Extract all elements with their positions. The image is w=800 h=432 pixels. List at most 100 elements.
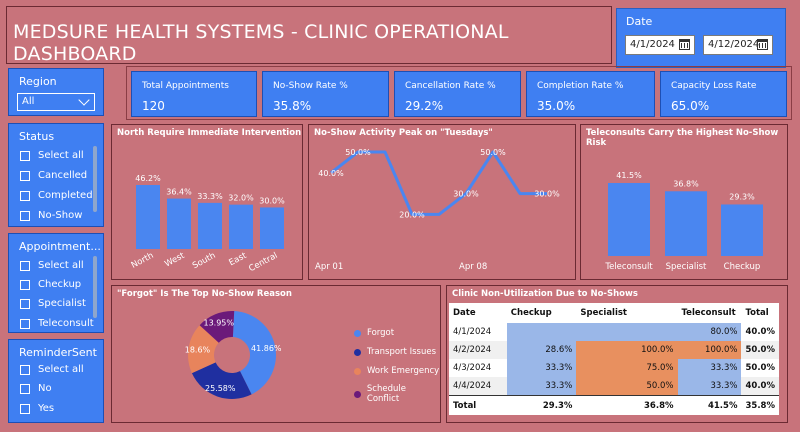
table-row[interactable]: 4/2/2024 28.6% 100.0% 100.0% 50.0% [449,341,779,359]
region-dropdown[interactable]: All [17,93,95,111]
legend-transport-issues[interactable]: Transport Issues [354,347,436,357]
legend-schedule-conflict[interactable]: Schedule Conflict [354,384,440,404]
legend-forgot[interactable]: Forgot [354,328,394,338]
column-header[interactable]: Checkup [506,303,577,323]
checkbox[interactable] [20,318,30,329]
appointment-option-checkup[interactable]: Checkup [20,279,81,290]
option-label: Checkup [38,279,82,290]
kpi-value: 35.0% [537,99,576,113]
option-label: Select all [38,260,84,271]
option-label: No [38,383,52,394]
chart-title: Clinic Non-Utilization Due to No-Shows [452,289,638,299]
status-option-completed[interactable]: Completed [20,190,93,201]
checkbox[interactable] [20,298,30,309]
data-label: 36.4% [166,188,192,197]
checkbox[interactable] [20,210,30,221]
checkbox[interactable] [20,150,30,161]
checkbox[interactable] [20,383,30,394]
x-tick-label: Apr 08 [459,262,487,272]
legend-dot [354,348,361,356]
status-option-no-show[interactable]: No-Show [20,210,82,221]
reminder-option-yes[interactable]: Yes [20,403,54,414]
legend-dot [354,329,361,337]
data-label: 50.0% [345,148,371,157]
checkbox[interactable] [20,364,30,375]
category-label: North [130,251,156,271]
end-date-value: 4/12/2024 [708,39,760,50]
table-cell: 100.0% [576,341,678,359]
status-scrollbar[interactable] [93,146,97,212]
non-utilization-table: Date Checkup Specialist Teleconsult Tota… [449,303,779,417]
category-label: Checkup [724,262,761,272]
option-label: No-Show [38,210,83,221]
appointment-scrollbar[interactable] [93,256,97,318]
weekday-line-chart: No-Show Activity Peak on "Tuesdays" 40.0… [308,124,576,280]
column-header[interactable]: Date [449,303,507,323]
kpi-label: Completion Rate % [537,81,624,91]
appointment-option-select-all[interactable]: Select all [20,260,84,271]
kpi-value: 120 [142,99,165,113]
data-label: 29.3% [729,192,755,201]
table-cell: 33.3% [506,359,577,377]
table-row[interactable]: 4/1/2024 80.0% 40.0% [449,323,779,341]
checkbox[interactable] [20,260,30,271]
kpi-value: 29.2% [405,99,444,113]
status-option-select-all[interactable]: Select all [20,150,84,161]
calendar-icon[interactable] [757,39,768,50]
bar [665,191,707,256]
category-label: West [163,251,187,270]
calendar-icon[interactable] [679,39,690,50]
column-header[interactable]: Specialist [576,303,678,323]
table-cell: 33.3% [677,359,742,377]
slice [199,311,235,343]
no-show-reason-chart: "Forgot" Is The Top No-Show Reason 41.86… [111,285,441,423]
region-bar-svg: 46.2% North 36.4% West 33.3% South 32.0% East 30… [130,174,285,274]
data-label: 20.0% [399,210,425,219]
date-filter: Date 4/1/2024 4/12/2024 [616,8,786,68]
data-label: 30.0% [453,190,479,199]
column-header[interactable]: Teleconsult [677,303,742,323]
checkbox[interactable] [20,170,30,181]
series-line [330,150,547,216]
table-cell: 4/3/2024 [453,363,492,373]
data-label: 32.0% [228,194,254,203]
table-cell: 40.0% [745,327,776,337]
data-label: 25.58% [205,384,236,393]
start-date-value: 4/1/2024 [630,39,675,50]
data-label: 46.2% [135,174,161,183]
checkbox[interactable] [20,403,30,414]
appointment-option-specialist[interactable]: Specialist [20,298,86,309]
appointment-title: Appointment... [19,240,101,253]
start-date-input[interactable]: 4/1/2024 [625,35,695,55]
reminder-option-select-all[interactable]: Select all [20,364,84,375]
kpi-label: Cancellation Rate % [405,81,496,91]
x-tick-label: Apr 01 [315,262,343,272]
reminder-option-no[interactable]: No [20,383,52,394]
region-slicer: Region All [8,68,104,116]
category-label: Specialist [666,262,707,272]
option-label: Select all [38,150,84,161]
table-header-row: Date Checkup Specialist Teleconsult Tota… [449,303,779,323]
category-label: South [191,251,218,271]
appointment-type-chart: Teleconsults Carry the Highest No-Show R… [580,124,788,280]
end-date-input[interactable]: 4/12/2024 [703,35,773,55]
table-row[interactable]: 4/4/2024 33.3% 50.0% 33.3% 40.0% [449,377,779,395]
table-cell: 33.3% [677,377,742,395]
legend-work-emergency[interactable]: Work Emergency [354,366,439,376]
checkbox[interactable] [20,190,30,201]
table-total-cell: 35.8% [741,394,779,417]
table-row[interactable]: 4/3/2024 33.3% 75.0% 33.3% 50.0% [449,359,779,377]
appointment-slicer: Appointment... Select all Checkup Specia… [8,233,104,333]
table-cell: 50.0% [745,345,776,355]
column-header[interactable]: Total [741,303,779,323]
appointment-option-teleconsult[interactable]: Teleconsult [20,318,94,329]
checkbox[interactable] [20,279,30,290]
status-option-cancelled[interactable]: Cancelled [20,170,87,181]
kpi-row: Total Appointments 120 No-Show Rate % 35… [126,66,792,120]
slice [188,325,219,374]
data-label: 41.86% [251,344,282,353]
option-label: Yes [38,403,55,414]
chart-title: No-Show Activity Peak on "Tuesdays" [314,128,493,138]
table-cell: 28.6% [506,341,577,359]
data-label: 40.0% [318,169,344,178]
